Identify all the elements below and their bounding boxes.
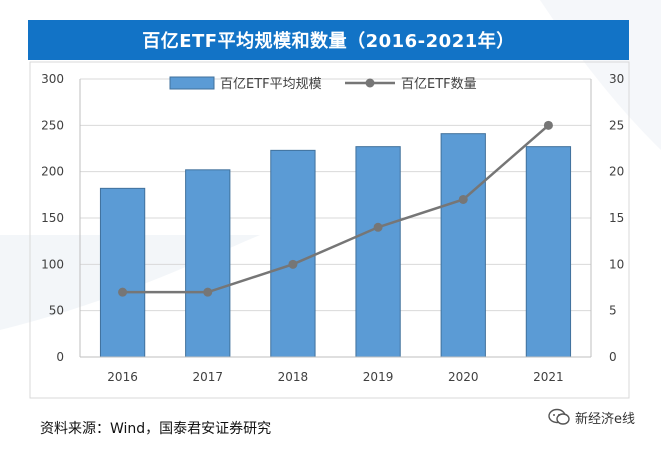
- y-left-tick-label: 100: [41, 257, 64, 271]
- bar: [185, 169, 231, 358]
- watermark-text: 新经济e线: [575, 411, 635, 427]
- y-left-tick-label: 300: [41, 72, 64, 86]
- y-right-tick-label: 20: [609, 165, 624, 179]
- line-point: [118, 287, 128, 297]
- line-point: [203, 287, 213, 297]
- legend: 百亿ETF平均规模 百亿ETF数量: [169, 76, 477, 92]
- bar: [440, 133, 486, 358]
- legend-line-label: 百亿ETF数量: [401, 77, 477, 92]
- x-tick-label: 2019: [363, 370, 394, 384]
- legend-line-marker: [365, 78, 375, 88]
- x-tick-label: 2021: [533, 370, 564, 384]
- plot-frame: [29, 61, 630, 399]
- y-left-tick-label: 250: [41, 118, 64, 132]
- y-left-tick-label: 200: [41, 165, 64, 179]
- x-tick-label: 2020: [448, 370, 479, 384]
- y-right-tick-label: 5: [609, 304, 617, 318]
- bar: [525, 146, 572, 358]
- bar: [355, 146, 401, 358]
- line-series: [118, 120, 553, 297]
- y-right-tick-label: 30: [609, 72, 624, 86]
- line-point: [288, 259, 298, 269]
- y-right-tick-label: 25: [609, 118, 624, 132]
- line-point: [543, 120, 553, 130]
- line-point: [458, 194, 468, 204]
- wechat-icon: [548, 408, 570, 425]
- y-right-tick-label: 15: [609, 211, 624, 225]
- legend-bar-label: 百亿ETF平均规模: [220, 77, 322, 92]
- grid: [80, 78, 591, 358]
- y-left-tick-label: 150: [41, 211, 64, 225]
- y-left-tick-label: 0: [56, 350, 64, 364]
- x-tick-label: 2017: [192, 370, 223, 384]
- line-point: [373, 222, 383, 232]
- axes: 0 50 100 150 200 250 300 0 5 10 15 20 25 30 2016 2017 20…: [41, 72, 624, 384]
- source-note: 资料来源：Wind，国泰君安证券研究: [40, 421, 272, 437]
- series-line: [122, 124, 550, 294]
- y-right-tick-label: 10: [609, 257, 624, 271]
- watermark: 新经济e线: [548, 404, 635, 430]
- x-tick-label: 2018: [278, 370, 309, 384]
- bar: [270, 149, 316, 358]
- bar: [99, 187, 146, 358]
- y-left-tick-label: 50: [49, 304, 64, 318]
- y-right-tick-label: 0: [609, 350, 617, 364]
- bars: [99, 133, 572, 358]
- legend-bar-swatch: [169, 76, 215, 90]
- chart-title: 百亿ETF平均规模和数量（2016-2021年）: [28, 20, 629, 60]
- x-tick-label: 2016: [107, 370, 138, 384]
